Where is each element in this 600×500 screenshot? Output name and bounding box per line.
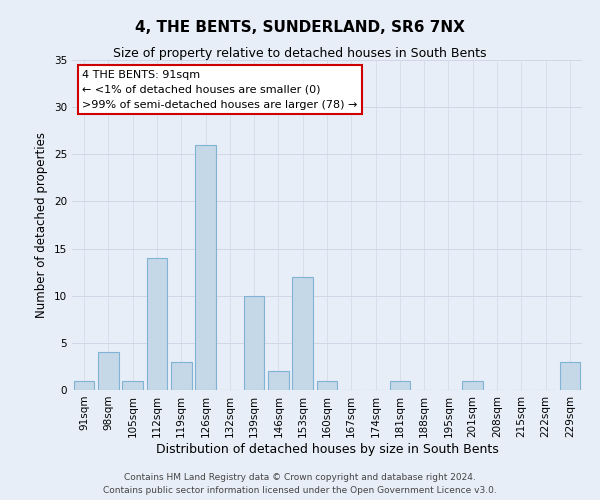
Text: Size of property relative to detached houses in South Bents: Size of property relative to detached ho… <box>113 48 487 60</box>
Text: Contains HM Land Registry data © Crown copyright and database right 2024.
Contai: Contains HM Land Registry data © Crown c… <box>103 474 497 495</box>
Bar <box>146 258 167 390</box>
Bar <box>195 145 216 390</box>
Bar <box>268 371 289 390</box>
Bar <box>244 296 265 390</box>
Text: 4, THE BENTS, SUNDERLAND, SR6 7NX: 4, THE BENTS, SUNDERLAND, SR6 7NX <box>135 20 465 35</box>
Bar <box>74 380 94 390</box>
Bar <box>389 380 410 390</box>
Bar <box>122 380 143 390</box>
Bar <box>292 277 313 390</box>
Text: 4 THE BENTS: 91sqm
← <1% of detached houses are smaller (0)
>99% of semi-detache: 4 THE BENTS: 91sqm ← <1% of detached hou… <box>82 70 358 110</box>
Bar <box>560 362 580 390</box>
Bar <box>171 362 191 390</box>
Bar <box>317 380 337 390</box>
Bar <box>463 380 483 390</box>
X-axis label: Distribution of detached houses by size in South Bents: Distribution of detached houses by size … <box>155 442 499 456</box>
Bar <box>98 352 119 390</box>
Y-axis label: Number of detached properties: Number of detached properties <box>35 132 49 318</box>
